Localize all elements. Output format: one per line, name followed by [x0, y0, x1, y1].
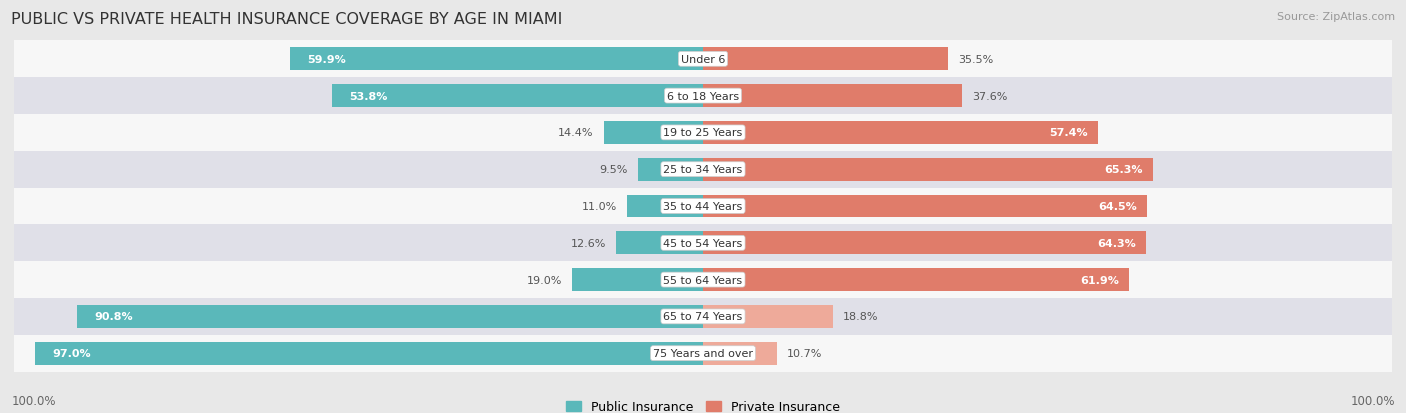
Text: 35.5%: 35.5%	[957, 55, 993, 65]
Text: 9.5%: 9.5%	[599, 165, 627, 175]
Text: 64.3%: 64.3%	[1097, 238, 1136, 248]
Text: 11.0%: 11.0%	[582, 202, 617, 211]
Bar	[703, 85, 962, 108]
Bar	[603, 122, 703, 145]
Text: 25 to 34 Years: 25 to 34 Years	[664, 165, 742, 175]
Text: 61.9%: 61.9%	[1080, 275, 1119, 285]
Text: 64.5%: 64.5%	[1098, 202, 1137, 211]
Text: 55 to 64 Years: 55 to 64 Years	[664, 275, 742, 285]
Bar	[572, 268, 703, 291]
Bar	[14, 188, 1392, 225]
Text: 6 to 18 Years: 6 to 18 Years	[666, 91, 740, 101]
Text: 19.0%: 19.0%	[526, 275, 562, 285]
Text: 19 to 25 Years: 19 to 25 Years	[664, 128, 742, 138]
Bar	[14, 261, 1392, 298]
Text: 75 Years and over: 75 Years and over	[652, 348, 754, 358]
Legend: Public Insurance, Private Insurance: Public Insurance, Private Insurance	[561, 395, 845, 413]
Text: 100.0%: 100.0%	[1350, 394, 1395, 407]
Text: 65 to 74 Years: 65 to 74 Years	[664, 312, 742, 322]
Bar	[290, 48, 703, 71]
Bar	[14, 335, 1392, 372]
Text: 12.6%: 12.6%	[571, 238, 606, 248]
Bar	[14, 115, 1392, 152]
Bar	[77, 305, 703, 328]
Bar	[703, 195, 1147, 218]
Text: 14.4%: 14.4%	[558, 128, 593, 138]
Bar	[14, 298, 1392, 335]
Bar	[703, 232, 1146, 254]
Bar	[14, 41, 1392, 78]
Text: 57.4%: 57.4%	[1049, 128, 1088, 138]
Text: 45 to 54 Years: 45 to 54 Years	[664, 238, 742, 248]
Text: Under 6: Under 6	[681, 55, 725, 65]
Bar	[637, 159, 703, 181]
Bar	[703, 268, 1129, 291]
Bar	[703, 342, 776, 365]
Text: PUBLIC VS PRIVATE HEALTH INSURANCE COVERAGE BY AGE IN MIAMI: PUBLIC VS PRIVATE HEALTH INSURANCE COVER…	[11, 12, 562, 27]
Bar	[14, 78, 1392, 115]
Text: 90.8%: 90.8%	[94, 312, 134, 322]
Bar	[332, 85, 703, 108]
Text: Source: ZipAtlas.com: Source: ZipAtlas.com	[1277, 12, 1395, 22]
Text: 35 to 44 Years: 35 to 44 Years	[664, 202, 742, 211]
Bar	[703, 305, 832, 328]
Text: 100.0%: 100.0%	[11, 394, 56, 407]
Bar	[14, 152, 1392, 188]
Text: 53.8%: 53.8%	[350, 91, 388, 101]
Bar	[703, 122, 1098, 145]
Bar	[35, 342, 703, 365]
Bar	[616, 232, 703, 254]
Bar	[627, 195, 703, 218]
Text: 65.3%: 65.3%	[1104, 165, 1143, 175]
Text: 59.9%: 59.9%	[308, 55, 346, 65]
Bar	[703, 48, 948, 71]
Text: 18.8%: 18.8%	[842, 312, 879, 322]
Text: 37.6%: 37.6%	[973, 91, 1008, 101]
Text: 97.0%: 97.0%	[52, 348, 90, 358]
Text: 10.7%: 10.7%	[787, 348, 823, 358]
Bar	[703, 159, 1153, 181]
Bar	[14, 225, 1392, 261]
